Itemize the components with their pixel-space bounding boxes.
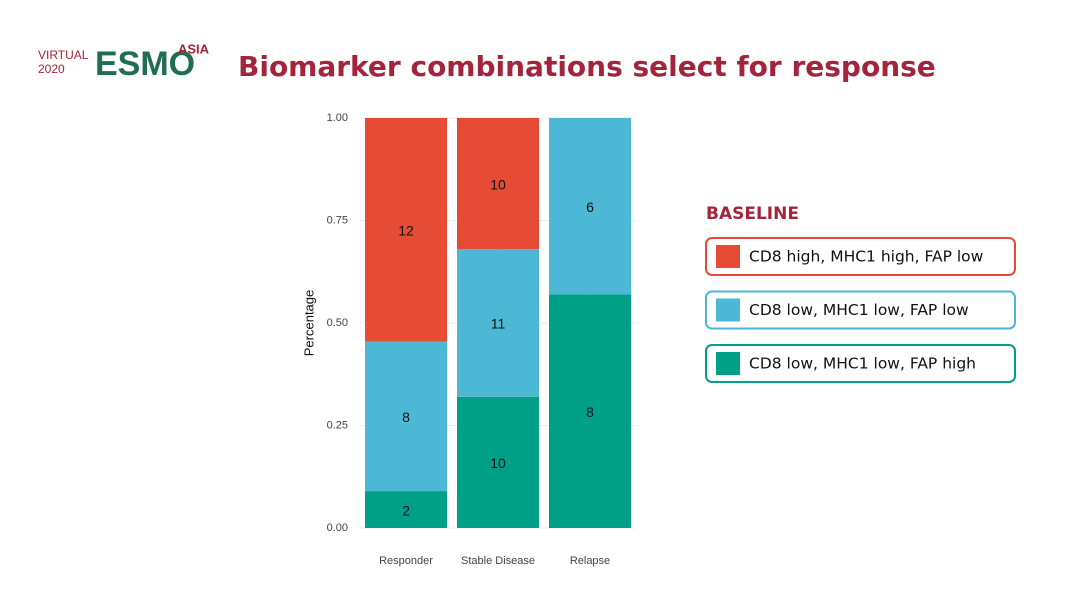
legend-label: CD8 high, MHC1 high, FAP low: [749, 248, 984, 266]
bar-segment: [365, 118, 447, 342]
bar-segment: [549, 294, 631, 528]
bar-segment: [457, 249, 539, 397]
legend-swatch: [716, 245, 740, 268]
legend-title: BASELINE: [706, 204, 799, 224]
data-label: 6: [586, 199, 594, 215]
x-tick-label: Stable Disease: [461, 555, 535, 567]
bar-segment: [549, 118, 631, 295]
data-label: 8: [586, 404, 594, 420]
legend-box: [705, 237, 1016, 276]
y-tick-label: 0.50: [327, 317, 348, 329]
data-label: 10: [490, 455, 506, 471]
y-tick-label: 0.00: [327, 522, 348, 534]
data-label: 10: [490, 176, 506, 192]
bar-segment: [365, 491, 447, 528]
legend-swatch: [716, 298, 740, 322]
bar-segment: [365, 341, 447, 492]
x-tick-label: Responder: [379, 555, 433, 567]
legend-label: CD8 low, MHC1 low, FAP high: [749, 355, 976, 373]
data-label: 12: [398, 222, 414, 238]
logo-brand: ESMO: [95, 45, 195, 83]
logo-sup: ASIA: [178, 41, 210, 56]
legend-box: [705, 344, 1016, 383]
logo-line1: VIRTUAL: [38, 48, 89, 62]
y-tick-label: 0.75: [327, 214, 348, 226]
data-label: 8: [402, 409, 410, 425]
bar-segment: [457, 396, 539, 528]
slide-title: Biomarker combinations select for respon…: [238, 50, 936, 83]
data-label: 2: [402, 502, 410, 518]
legend-box: [705, 290, 1016, 330]
y-axis-label: Percentage: [301, 290, 316, 357]
logo-line2: 2020: [38, 62, 65, 76]
legend-swatch: [716, 352, 740, 375]
x-tick-label: Relapse: [570, 555, 610, 567]
legend-label: CD8 low, MHC1 low, FAP low: [749, 301, 969, 319]
y-tick-label: 1.00: [327, 112, 348, 124]
bar-segment: [457, 118, 539, 250]
data-label: 11: [491, 316, 506, 332]
y-tick-label: 0.25: [327, 419, 348, 431]
